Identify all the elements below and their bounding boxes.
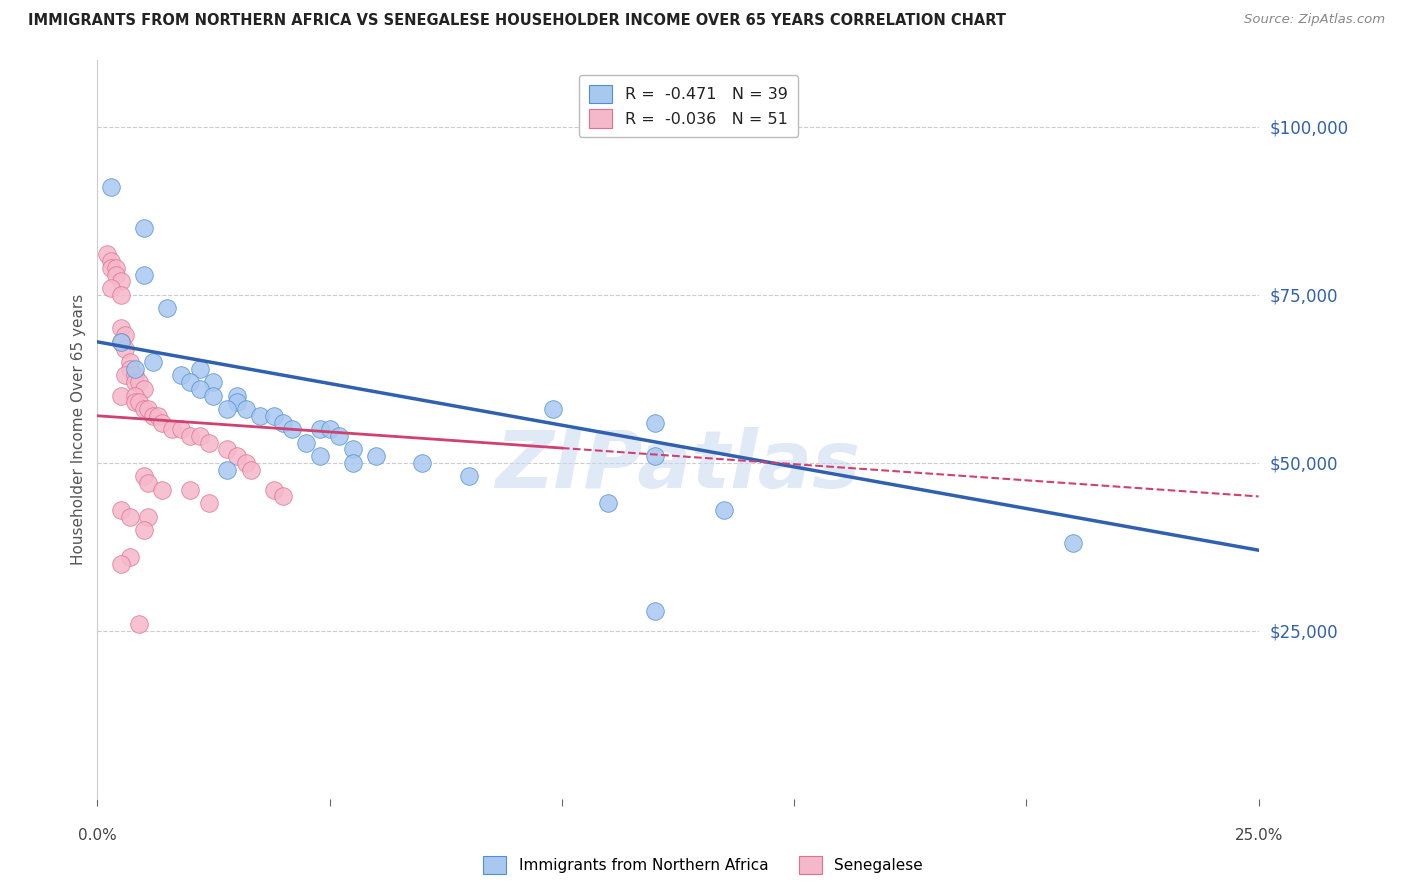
Point (110, 557, 132, 571)
Point (541, 402, 564, 417)
Point (132, 523, 155, 537)
Point (156, 301, 179, 316)
Point (118, 361, 141, 376)
Point (100, 260, 122, 275)
Point (118, 549, 141, 564)
Point (160, 422, 183, 436)
Point (1062, 536, 1084, 550)
Point (644, 416, 666, 430)
Point (318, 422, 340, 436)
Point (644, 449, 666, 463)
Legend: Immigrants from Northern Africa, Senegalese: Immigrants from Northern Africa, Senegal… (477, 850, 929, 880)
Point (114, 328, 136, 343)
Point (110, 334, 132, 349)
Point (124, 389, 146, 403)
Point (132, 220, 155, 235)
Point (104, 260, 127, 275)
Point (128, 395, 150, 409)
Point (110, 321, 132, 335)
Text: ZIPatlas: ZIPatlas (495, 427, 860, 505)
Point (598, 496, 620, 510)
Point (110, 503, 132, 517)
Point (271, 416, 294, 430)
Point (132, 402, 155, 417)
Point (713, 503, 735, 517)
Point (225, 389, 247, 403)
Point (128, 617, 150, 632)
Y-axis label: Householder Income Over 65 years: Householder Income Over 65 years (72, 293, 86, 565)
Point (170, 368, 193, 383)
Point (110, 389, 132, 403)
Point (411, 456, 433, 470)
Point (132, 268, 155, 282)
Point (114, 342, 136, 356)
Point (124, 368, 146, 383)
Point (132, 469, 155, 483)
Point (100, 281, 122, 295)
Point (198, 435, 221, 450)
Point (150, 416, 173, 430)
Point (142, 409, 165, 423)
Point (124, 395, 146, 409)
Point (249, 409, 271, 423)
Point (179, 483, 201, 497)
Point (128, 375, 150, 389)
Point (170, 422, 193, 436)
Point (188, 361, 211, 376)
Point (263, 483, 285, 497)
Point (188, 429, 211, 443)
Point (142, 355, 165, 369)
Point (198, 496, 221, 510)
Point (235, 402, 257, 417)
Point (225, 395, 247, 409)
Point (217, 462, 239, 476)
Point (217, 402, 239, 417)
Point (644, 604, 666, 618)
Point (110, 288, 132, 302)
Point (202, 389, 225, 403)
Point (458, 469, 481, 483)
Legend: R =  -0.471   N = 39, R =  -0.036   N = 51: R = -0.471 N = 39, R = -0.036 N = 51 (579, 75, 797, 137)
Point (146, 409, 169, 423)
Point (364, 449, 387, 463)
Point (124, 375, 146, 389)
Point (235, 456, 257, 470)
Point (118, 355, 141, 369)
Point (118, 509, 141, 524)
Point (342, 442, 364, 457)
Text: IMMIGRANTS FROM NORTHERN AFRICA VS SENEGALESE HOUSEHOLDER INCOME OVER 65 YEARS C: IMMIGRANTS FROM NORTHERN AFRICA VS SENEG… (28, 13, 1007, 29)
Text: Source: ZipAtlas.com: Source: ZipAtlas.com (1244, 13, 1385, 27)
Point (110, 274, 132, 288)
Point (309, 422, 332, 436)
Point (342, 456, 364, 470)
Point (309, 449, 332, 463)
Point (132, 382, 155, 396)
Point (263, 409, 285, 423)
Point (110, 334, 132, 349)
Point (202, 375, 225, 389)
Point (104, 268, 127, 282)
Point (188, 382, 211, 396)
Text: 25.0%: 25.0% (1234, 829, 1282, 844)
Point (239, 462, 262, 476)
Point (114, 368, 136, 383)
Point (295, 435, 318, 450)
Point (217, 442, 239, 457)
Point (96, 247, 118, 261)
Point (225, 449, 247, 463)
Point (138, 402, 160, 417)
Point (100, 180, 122, 194)
Point (271, 490, 294, 504)
Point (179, 375, 201, 389)
Point (328, 429, 350, 443)
Point (138, 475, 160, 490)
Point (124, 361, 146, 376)
Point (138, 509, 160, 524)
Point (150, 483, 173, 497)
Point (281, 422, 304, 436)
Point (179, 429, 201, 443)
Text: 0.0%: 0.0% (77, 829, 117, 844)
Point (100, 254, 122, 268)
